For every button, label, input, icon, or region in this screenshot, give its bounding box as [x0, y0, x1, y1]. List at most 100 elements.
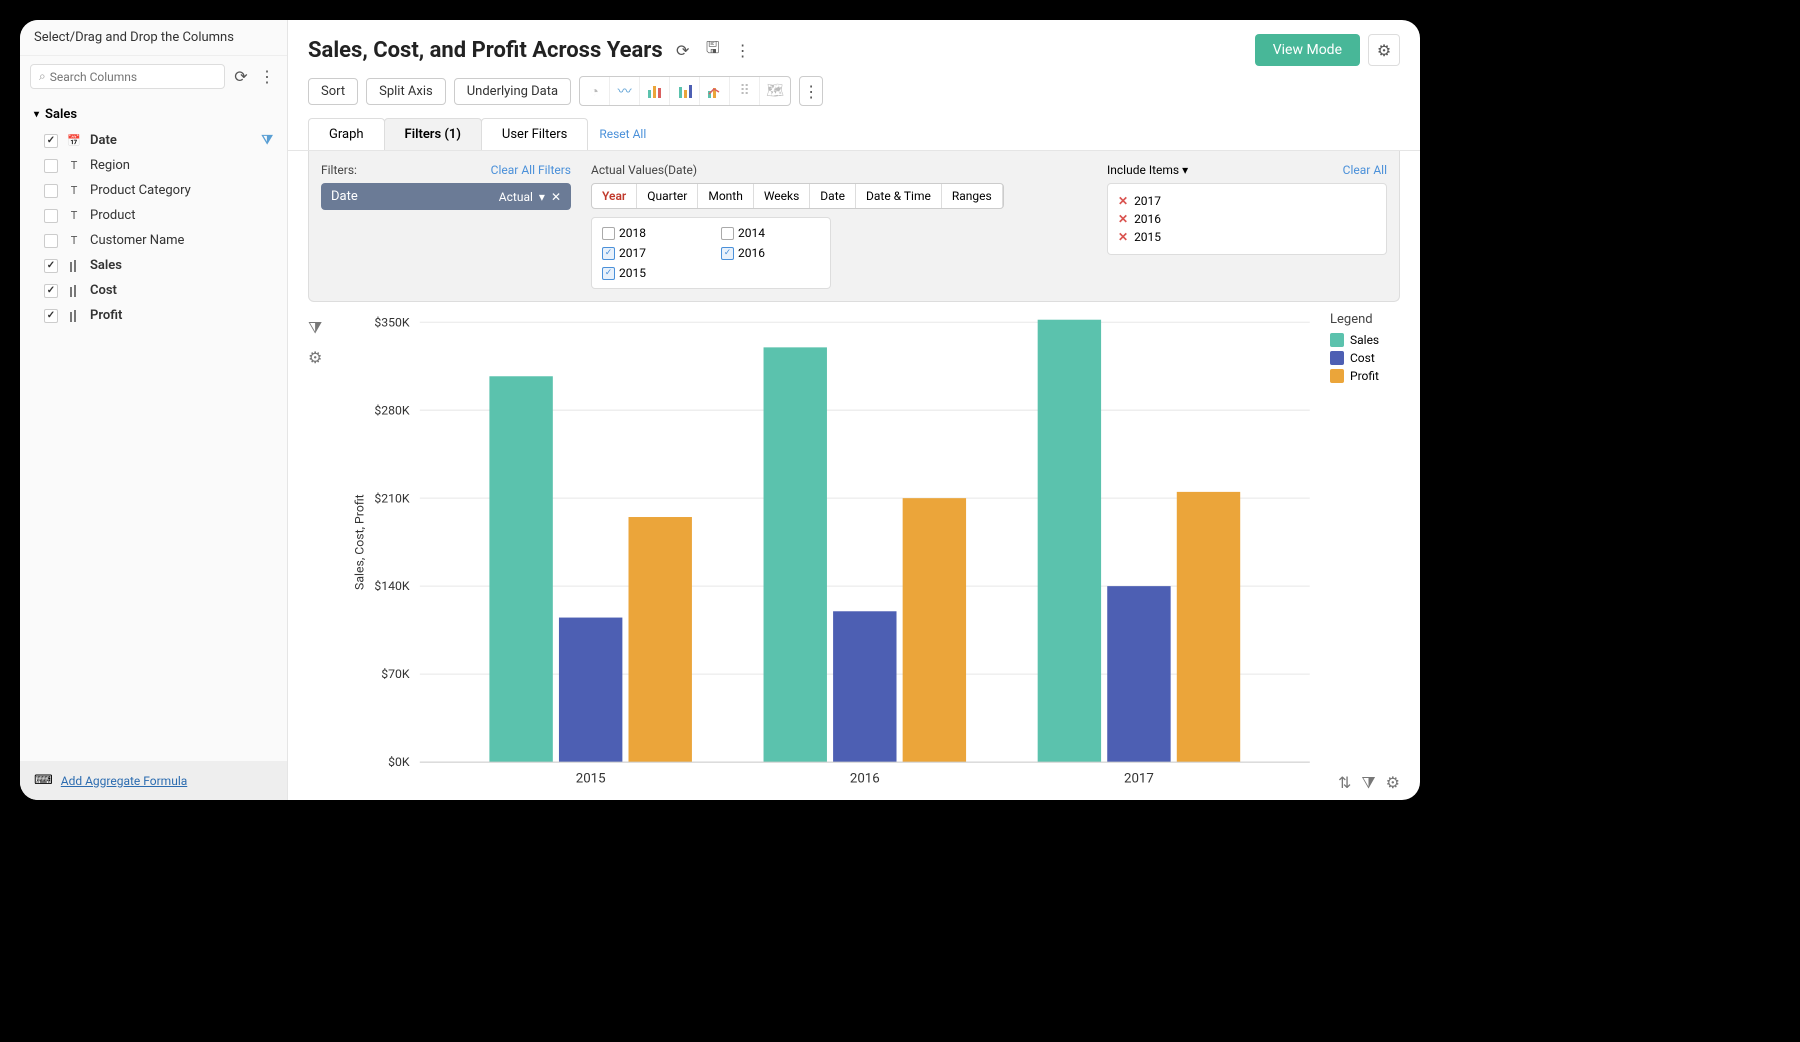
sort-button[interactable]: Sort — [308, 78, 358, 105]
bar-chart-icon[interactable] — [640, 77, 670, 105]
title-more-icon[interactable]: ⋮ — [733, 40, 753, 60]
checkbox-icon — [721, 227, 734, 240]
checkbox-icon — [602, 227, 615, 240]
value-tab[interactable]: Month — [698, 184, 753, 208]
column-item[interactable]: Cost — [30, 278, 277, 303]
legend-item[interactable]: Profit — [1330, 369, 1400, 383]
search-columns-input[interactable] — [50, 70, 216, 84]
svg-text:2016: 2016 — [850, 772, 880, 787]
toolbar-more-icon[interactable]: ⋮ — [799, 76, 823, 106]
refresh-chart-icon[interactable]: ⟳ — [673, 40, 693, 60]
tab-graph[interactable]: Graph — [308, 118, 385, 150]
bar[interactable] — [559, 618, 622, 763]
combo-chart-icon[interactable] — [700, 77, 730, 105]
type-icon: T — [66, 184, 82, 197]
bar[interactable] — [1177, 492, 1240, 762]
remove-icon[interactable]: ✕ — [1118, 194, 1128, 208]
tab-filters[interactable]: Filters (1) — [384, 118, 482, 150]
filter-tool-icon[interactable]: ⧩ — [1361, 773, 1375, 793]
column-group-header[interactable]: ▾ Sales — [30, 101, 277, 128]
tabs-row: Graph Filters (1) User Filters Reset All — [288, 118, 1420, 151]
year-checkbox[interactable]: 2017 — [602, 246, 701, 260]
legend-item[interactable]: Sales — [1330, 333, 1400, 347]
bar[interactable] — [629, 517, 692, 762]
include-items-section: Include Items ▾ Clear All ✕2017✕2016✕201… — [1107, 163, 1387, 289]
column-group-label: Sales — [45, 107, 77, 122]
type-icon: T — [66, 209, 82, 222]
year-checkbox[interactable]: 2018 — [602, 226, 701, 240]
stacked-bar-icon[interactable] — [670, 77, 700, 105]
search-row: ⌕ ⟳ ⋮ — [20, 56, 287, 97]
checkbox-icon[interactable] — [44, 184, 58, 198]
add-filter-icon[interactable]: ⧩ — [308, 318, 338, 338]
year-checkbox[interactable]: 2014 — [721, 226, 820, 240]
bar[interactable] — [833, 611, 896, 762]
add-aggregate-formula-link[interactable]: Add Aggregate Formula — [61, 774, 188, 788]
chart-settings-icon[interactable]: ⚙ — [308, 348, 338, 367]
year-checkbox[interactable]: 2015 — [602, 266, 701, 280]
sort-tool-icon[interactable]: ⇅ — [1338, 773, 1351, 793]
column-item[interactable]: T Product — [30, 203, 277, 228]
value-tab[interactable]: Ranges — [942, 184, 1003, 208]
reset-all-link[interactable]: Reset All — [599, 127, 646, 141]
legend-swatch — [1330, 333, 1344, 347]
value-tab[interactable]: Date — [810, 184, 856, 208]
view-mode-button[interactable]: View Mode — [1255, 34, 1360, 66]
column-item[interactable]: T Customer Name — [30, 228, 277, 253]
chevron-down-icon[interactable]: ▾ — [539, 190, 545, 204]
include-items-label[interactable]: Include Items ▾ — [1107, 163, 1188, 177]
value-tab[interactable]: Quarter — [637, 184, 698, 208]
year-checkboxes: 2018 2014 2017 2016 2015 — [591, 217, 831, 289]
remove-icon[interactable]: ✕ — [1118, 212, 1128, 226]
column-item[interactable]: T Region — [30, 153, 277, 178]
checkbox-icon[interactable] — [44, 309, 58, 323]
checkbox-icon[interactable] — [44, 159, 58, 173]
gear-tool-icon[interactable]: ⚙ — [1386, 773, 1400, 793]
save-icon[interactable]: 🖫 — [703, 40, 723, 60]
value-tab[interactable]: Date & Time — [856, 184, 942, 208]
checkbox-icon[interactable] — [44, 209, 58, 223]
column-item[interactable]: 📅 Date ⧩ — [30, 128, 277, 153]
tab-user-filters[interactable]: User Filters — [481, 118, 588, 150]
underlying-data-button[interactable]: Underlying Data — [454, 78, 571, 105]
bar[interactable] — [764, 347, 827, 762]
map-chart-icon[interactable]: 🗺 — [760, 77, 790, 105]
chart-side-tools: ⧩ ⚙ — [308, 312, 338, 793]
line-chart-icon[interactable]: 〰 — [610, 77, 640, 105]
checkbox-icon[interactable] — [44, 234, 58, 248]
checkbox-icon[interactable] — [44, 284, 58, 298]
settings-button[interactable]: ⚙ — [1368, 34, 1400, 66]
legend-item[interactable]: Cost — [1330, 351, 1400, 365]
bar[interactable] — [489, 376, 552, 762]
included-item: ✕2017 — [1118, 192, 1376, 210]
value-tab[interactable]: Weeks — [754, 184, 810, 208]
checkbox-icon — [602, 267, 615, 280]
value-tabs: YearQuarterMonthWeeksDateDate & TimeRang… — [591, 183, 1004, 209]
bar[interactable] — [903, 498, 966, 762]
scatter-chart-icon[interactable]: ⠿ — [730, 77, 760, 105]
more-icon[interactable]: ⋮ — [257, 67, 277, 87]
svg-text:2015: 2015 — [576, 772, 606, 787]
clear-all-filters-link[interactable]: Clear All Filters — [491, 163, 571, 177]
page-title: Sales, Cost, and Profit Across Years — [308, 38, 663, 63]
clear-all-included-link[interactable]: Clear All — [1343, 163, 1387, 177]
bar[interactable] — [1038, 320, 1101, 762]
checkbox-icon[interactable] — [44, 259, 58, 273]
pie-chart-icon[interactable]: ◔ — [580, 77, 610, 105]
checkbox-icon[interactable] — [44, 134, 58, 148]
column-item[interactable]: T Product Category — [30, 178, 277, 203]
filter-chip-date[interactable]: Date Actual ▾ ✕ — [321, 183, 571, 210]
filter-icon[interactable]: ⧩ — [261, 133, 273, 148]
refresh-icon[interactable]: ⟳ — [231, 67, 251, 87]
split-axis-button[interactable]: Split Axis — [366, 78, 446, 105]
bar[interactable] — [1107, 586, 1170, 762]
search-columns-box[interactable]: ⌕ — [30, 64, 225, 89]
column-item[interactable]: Profit — [30, 303, 277, 328]
year-checkbox[interactable]: 2016 — [721, 246, 820, 260]
value-tab[interactable]: Year — [592, 184, 637, 208]
close-icon[interactable]: ✕ — [551, 190, 561, 204]
column-item[interactable]: Sales — [30, 253, 277, 278]
toolbar: Sort Split Axis Underlying Data ◔ 〰 ⠿ 🗺 … — [288, 76, 1420, 118]
legend-swatch — [1330, 351, 1344, 365]
remove-icon[interactable]: ✕ — [1118, 230, 1128, 244]
